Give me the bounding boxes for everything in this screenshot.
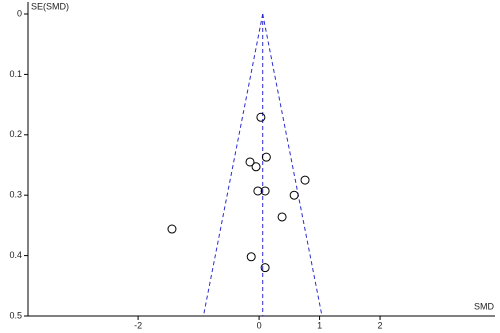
x-tick-label: -2 bbox=[134, 320, 142, 330]
x-tick-label: 0 bbox=[257, 320, 262, 330]
study-point bbox=[300, 175, 310, 185]
funnel-right bbox=[262, 13, 323, 317]
y-tick-label: 0 bbox=[17, 8, 22, 18]
y-tick-label: 0.4 bbox=[9, 250, 22, 260]
y-tick-label: 0.1 bbox=[9, 69, 22, 79]
study-point bbox=[245, 157, 255, 167]
x-tick-label: 2 bbox=[378, 320, 383, 330]
study-point bbox=[167, 224, 177, 234]
x-tick-label: 1 bbox=[317, 320, 322, 330]
study-point bbox=[261, 152, 271, 162]
study-point bbox=[256, 112, 266, 122]
study-point bbox=[251, 162, 261, 172]
funnel-left bbox=[202, 13, 264, 317]
y-tick-label: 0.5 bbox=[9, 310, 22, 320]
y-tick-label: 0.2 bbox=[9, 129, 22, 139]
study-point bbox=[260, 263, 270, 273]
y-tick-label: 0.3 bbox=[9, 190, 22, 200]
x-axis-title: SMD bbox=[474, 301, 495, 311]
study-point bbox=[289, 190, 299, 200]
study-point bbox=[277, 212, 287, 222]
study-point bbox=[246, 252, 256, 262]
study-point bbox=[253, 186, 263, 196]
y-axis-title: SE(SMD) bbox=[31, 1, 69, 11]
study-point bbox=[260, 186, 270, 196]
